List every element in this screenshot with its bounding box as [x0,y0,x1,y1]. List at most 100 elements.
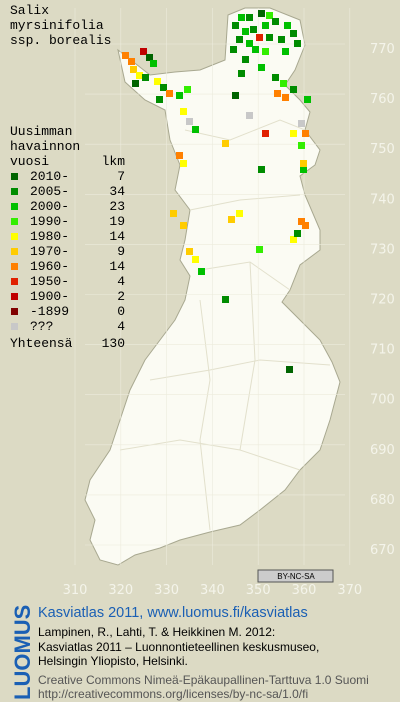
legend-count: 34 [109,184,125,199]
observation-square [192,126,199,133]
legend-swatch [11,218,18,225]
observation-square [136,72,143,79]
grid-y-label: 700 [370,393,395,408]
observation-square [280,80,287,87]
title: Salix [10,3,49,18]
observation-square [222,140,229,147]
observation-square [302,130,309,137]
observation-square [300,166,307,173]
observation-square [282,94,289,101]
observation-square [192,256,199,263]
observation-square [142,74,149,81]
legend-label: 1960- [30,259,69,274]
observation-square [246,40,253,47]
legend-count: 2 [117,289,125,304]
observation-square [262,130,269,137]
observation-square [222,296,229,303]
observation-square [180,160,187,167]
legend-count: 23 [109,199,125,214]
grid-x-label: 320 [108,583,133,598]
observation-square [150,60,157,67]
legend-label: ??? [30,319,53,334]
observation-square [290,30,297,37]
observation-square [230,46,237,53]
license: http://creativecommons.org/licenses/by-n… [38,687,308,701]
observation-square [232,22,239,29]
observation-square [282,48,289,55]
grid-y-label: 730 [370,242,395,257]
observation-square [284,22,291,29]
observation-square [252,46,259,53]
observation-square [186,248,193,255]
grid-y-label: 750 [370,142,395,157]
legend-count: 4 [117,274,125,289]
observation-square [146,54,153,61]
observation-square [232,92,239,99]
license: Creative Commons Nimeä-Epäkaupallinen-Ta… [38,673,369,687]
observation-square [290,86,297,93]
grid-y-label: 770 [370,42,395,57]
observation-square [272,18,279,25]
legend-swatch [11,188,18,195]
grid-x-label: 350 [246,583,271,598]
observation-square [180,108,187,115]
observation-square [294,230,301,237]
grid-x-label: 340 [200,583,225,598]
observation-square [156,96,163,103]
observation-square [154,78,161,85]
observation-square [132,80,139,87]
total: 130 [102,336,125,351]
observation-square [290,130,297,137]
observation-square [176,92,183,99]
legend-label: 1980- [30,229,69,244]
observation-square [262,48,269,55]
legend-label: 1900- [30,289,69,304]
grid-y-label: 710 [370,343,395,358]
observation-square [186,118,193,125]
observation-square [298,142,305,149]
legend-label: 2005- [30,184,69,199]
observation-square [300,160,307,167]
observation-square [278,36,285,43]
observation-square [258,10,265,17]
observation-square [294,40,301,47]
grid-y-label: 740 [370,192,395,207]
observation-square [140,48,147,55]
citation: Kasviatlas 2011 – Luonnontieteellinen ke… [38,640,319,654]
legend-count: 14 [109,229,125,244]
legend-swatch [11,293,18,300]
observation-square [304,96,311,103]
grid-y-label: 720 [370,293,395,308]
cc-badge [257,569,334,583]
observation-square [266,34,273,41]
legend-label: 1990- [30,214,69,229]
legend-swatch [11,203,18,210]
legend-swatch [11,173,18,180]
legend-swatch [11,278,18,285]
observation-square [274,90,281,97]
observation-square [170,210,177,217]
grid-y-label: 690 [370,443,395,458]
logo: LUOMUS [10,605,35,700]
legend-count: 9 [117,244,125,259]
legend-count: 14 [109,259,125,274]
observation-square [130,66,137,73]
legend-count: 19 [109,214,125,229]
grid-x-label: 370 [337,583,362,598]
grid-y-label: 760 [370,92,395,107]
observation-square [238,14,245,21]
observation-square [256,246,263,253]
legend-label: 2010- [30,169,69,184]
observation-square [166,90,173,97]
observation-square [242,28,249,35]
observation-square [256,34,263,41]
legend-label: 2000- [30,199,69,214]
legend-label: 1970- [30,244,69,259]
observation-square [128,58,135,65]
title: ssp. borealis [10,33,111,48]
observation-square [160,84,167,91]
legend-label: -1899 [30,304,69,319]
observation-square [258,166,265,173]
observations [122,10,311,373]
